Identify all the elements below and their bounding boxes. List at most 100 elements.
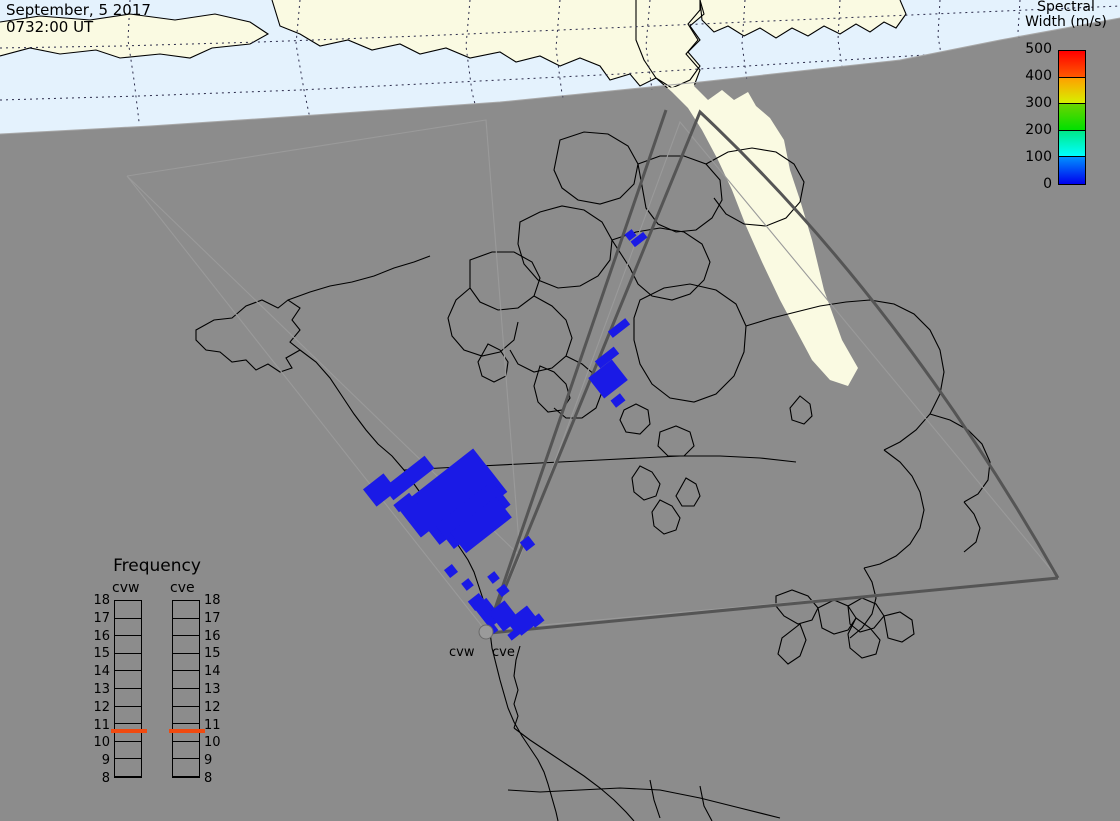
gauge-cell [173,707,199,725]
scatter-cell [487,571,500,584]
frequency-tick: 14 [204,664,221,680]
frequency-tick: 17 [204,610,221,626]
gauge-cell [115,707,141,725]
scatter-cell [507,626,523,641]
colorbar-tick-500: 500 [1025,41,1052,57]
gauge-cell [173,619,199,637]
colorbar [1058,50,1086,185]
fov-ray-cve-south [489,576,1059,635]
frequency-tick: 16 [93,628,110,644]
gauge-cell [115,654,141,672]
scatter-cell [450,496,512,554]
colorbar-tick-200: 200 [1025,122,1052,138]
gauge-cell [173,742,199,760]
timestamp-date: September, 5 2017 [6,1,151,19]
scatter-cell [496,583,510,598]
frequency-tick: 13 [204,682,221,697]
scatter-cell [506,605,536,633]
frequency-tick: 8 [204,771,213,786]
frequency-tick: 9 [101,753,110,769]
colorbar-tick-100: 100 [1025,149,1052,165]
gauge-cell [173,689,199,707]
radar-site-marker [478,624,494,640]
colorbar-ticks: 500 400 300 200 100 0 [1000,42,1052,194]
frequency-gauge-cve [169,600,205,778]
gauge-cell [115,759,141,777]
frequency-marker [111,728,147,733]
colorbar-title: Spectral Width (m/s) [1012,0,1120,30]
frequency-tick: 10 [204,735,221,751]
frequency-tick: 17 [93,610,110,626]
scatter-cell [630,231,648,248]
frequency-tick: 12 [93,699,110,715]
scatter-cell [443,563,459,579]
scatter-cell [383,455,435,501]
frequency-marker [169,728,205,733]
timestamp: September, 5 2017 0732:00 UT [6,2,151,36]
gauge-cell [173,601,199,619]
gauge-cell [173,759,199,777]
scatter-cell [461,578,474,591]
frequency-tick: 13 [93,682,110,697]
frequency-tick: 9 [204,753,213,769]
map-site-label-cvw: cvw [449,645,475,660]
scatter-cell [403,503,423,522]
colorbar-segment-100-200 [1059,130,1085,158]
gauge-cell [173,636,199,654]
gauge-label-cve: cve [170,580,195,596]
frequency-tick: 11 [204,717,221,733]
day-region [0,0,1120,386]
scatter-cell [416,510,440,532]
frequency-tick: 15 [204,646,221,662]
gauge-cell [115,671,141,689]
frequency-panel: Frequency cvw cve 18 17 16 15 14 13 12 11 10 9 8 1… [82,556,232,788]
scatter-cell [529,613,545,628]
frequency-tick: 15 [93,646,110,662]
colorbar-title-line2: Width (m/s) [1025,14,1107,30]
frequency-tick: 11 [93,717,110,733]
colorbar-tick-300: 300 [1025,95,1052,111]
colorbar-segment-0-100 [1059,157,1085,184]
gauge-cell [115,724,141,742]
colorbar-segment-300-400 [1059,77,1085,105]
gauge-cell [115,601,141,619]
gauge-label-cvw: cvw [112,580,140,596]
colorbar-tick-0: 0 [1043,176,1052,192]
scatter-cells [362,229,648,641]
timestamp-time: 0732:00 UT [6,18,94,36]
frequency-tick: 12 [204,699,221,715]
colorbar-tick-400: 400 [1025,68,1052,84]
gauge-cell [173,671,199,689]
frequency-tick: 8 [101,771,110,786]
fov-outline-cvw-far [126,119,521,557]
colorbar-segment-200-300 [1059,104,1085,131]
gauge-cell [115,636,141,654]
colorbar-segment-400-500 [1059,51,1085,78]
scatter-cell [607,318,631,338]
gauge-cell [115,742,141,760]
gauge-cell [173,654,199,672]
colorbar-title-line1: Spectral [1037,0,1095,15]
fov-ray-cvw-east [485,109,668,633]
scatter-cell [362,473,398,507]
map-site-label-cve: cve [492,645,515,660]
frequency-tick: 18 [204,593,221,608]
scatter-cell [624,229,637,241]
gauge-cell [115,689,141,707]
coastlines [195,131,991,821]
scatter-cell [397,448,497,538]
fov-ray-cve-arc [485,109,1060,633]
frequency-tick: 18 [93,593,110,608]
gauge-cell [173,724,199,742]
scatter-cell [594,346,620,369]
gauge-cell [115,619,141,637]
frequency-tick: 14 [93,664,110,680]
frequency-tick: 10 [93,735,110,751]
scatter-cell [610,393,626,408]
scatter-cell [588,359,628,399]
scatter-cell [393,492,415,513]
scatter-cell [467,592,487,612]
frequency-title: Frequency [113,556,201,576]
frequency-tick: 16 [204,628,221,644]
